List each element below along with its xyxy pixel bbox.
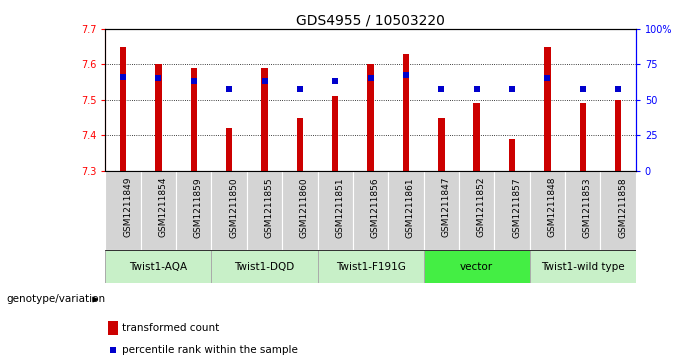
Text: GSM1211859: GSM1211859 bbox=[194, 177, 203, 238]
Text: Twist1-F191G: Twist1-F191G bbox=[336, 262, 405, 272]
Bar bbox=[438, 118, 445, 171]
Text: percentile rank within the sample: percentile rank within the sample bbox=[122, 345, 299, 355]
Bar bbox=[190, 68, 197, 171]
Bar bbox=[318, 171, 353, 250]
Text: GSM1211849: GSM1211849 bbox=[123, 177, 132, 237]
Bar bbox=[211, 250, 318, 283]
Bar bbox=[141, 171, 176, 250]
Text: GSM1211856: GSM1211856 bbox=[371, 177, 379, 238]
Bar bbox=[530, 171, 565, 250]
Bar bbox=[105, 250, 211, 283]
Bar bbox=[108, 322, 118, 335]
Bar bbox=[424, 171, 459, 250]
Bar bbox=[247, 171, 282, 250]
Bar bbox=[105, 171, 141, 250]
Text: GSM1211851: GSM1211851 bbox=[335, 177, 344, 238]
Bar bbox=[494, 171, 530, 250]
Text: Twist1-AQA: Twist1-AQA bbox=[129, 262, 188, 272]
Bar bbox=[424, 250, 530, 283]
Bar bbox=[367, 65, 374, 171]
Bar bbox=[120, 47, 126, 171]
Text: GSM1211861: GSM1211861 bbox=[406, 177, 415, 238]
Bar bbox=[565, 171, 600, 250]
Text: transformed count: transformed count bbox=[122, 323, 220, 333]
Bar bbox=[261, 68, 268, 171]
Bar bbox=[226, 128, 233, 171]
Text: Twist1-wild type: Twist1-wild type bbox=[541, 262, 624, 272]
Bar bbox=[473, 103, 480, 171]
Title: GDS4955 / 10503220: GDS4955 / 10503220 bbox=[296, 14, 445, 28]
Text: GSM1211853: GSM1211853 bbox=[583, 177, 592, 238]
Bar bbox=[615, 100, 622, 171]
Bar bbox=[388, 171, 424, 250]
Bar bbox=[353, 171, 388, 250]
Bar bbox=[509, 139, 515, 171]
Text: GSM1211858: GSM1211858 bbox=[618, 177, 627, 238]
Bar bbox=[600, 171, 636, 250]
Bar bbox=[296, 118, 303, 171]
Text: GSM1211850: GSM1211850 bbox=[229, 177, 238, 238]
Text: GSM1211852: GSM1211852 bbox=[477, 177, 486, 237]
Text: GSM1211854: GSM1211854 bbox=[158, 177, 167, 237]
Bar bbox=[176, 171, 211, 250]
Bar bbox=[459, 171, 494, 250]
Bar bbox=[332, 96, 339, 171]
Text: GSM1211860: GSM1211860 bbox=[300, 177, 309, 238]
Text: Twist1-DQD: Twist1-DQD bbox=[235, 262, 294, 272]
Text: GSM1211848: GSM1211848 bbox=[547, 177, 556, 237]
Text: GSM1211855: GSM1211855 bbox=[265, 177, 273, 238]
Bar bbox=[403, 54, 409, 171]
Text: GSM1211847: GSM1211847 bbox=[441, 177, 450, 237]
Bar bbox=[530, 250, 636, 283]
Bar bbox=[579, 103, 586, 171]
Bar bbox=[544, 47, 551, 171]
Text: GSM1211857: GSM1211857 bbox=[512, 177, 521, 238]
Text: genotype/variation: genotype/variation bbox=[6, 294, 105, 305]
Text: vector: vector bbox=[460, 262, 493, 272]
Bar bbox=[155, 65, 162, 171]
Bar bbox=[318, 250, 424, 283]
Bar bbox=[211, 171, 247, 250]
Bar bbox=[282, 171, 318, 250]
